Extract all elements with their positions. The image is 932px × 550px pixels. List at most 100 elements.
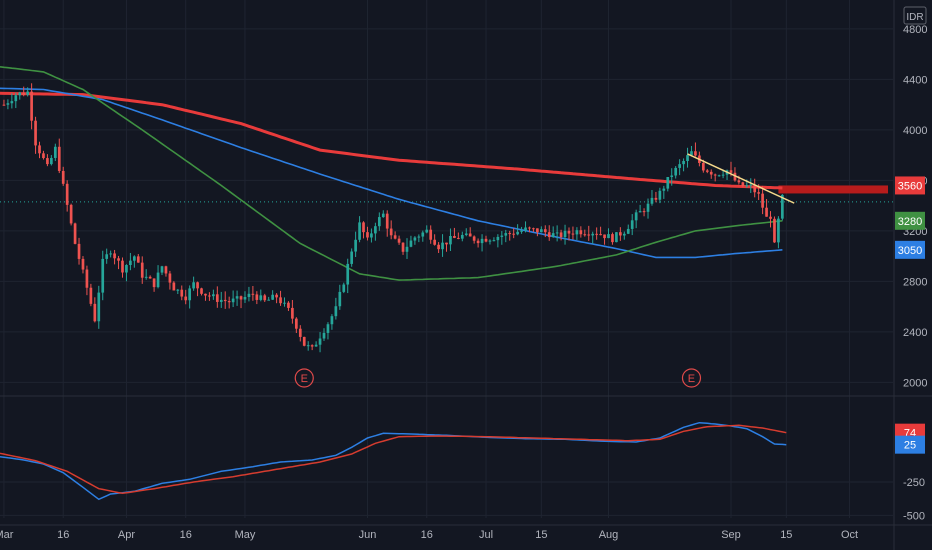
candle[interactable]	[674, 166, 678, 179]
candle[interactable]	[741, 181, 745, 188]
candle[interactable]	[358, 216, 361, 243]
candle[interactable]	[749, 178, 753, 193]
candle[interactable]	[405, 238, 409, 259]
candle[interactable]	[599, 226, 602, 236]
candle[interactable]	[46, 154, 49, 167]
candle[interactable]	[314, 341, 318, 347]
candle[interactable]	[73, 222, 77, 245]
candle[interactable]	[231, 290, 235, 308]
candle[interactable]	[180, 285, 184, 301]
candle[interactable]	[705, 168, 709, 174]
candle[interactable]	[678, 159, 681, 176]
candle[interactable]	[619, 227, 622, 241]
candle[interactable]	[528, 226, 531, 233]
candle[interactable]	[61, 166, 65, 186]
candle[interactable]	[156, 265, 160, 289]
candle[interactable]	[291, 300, 294, 324]
candle[interactable]	[777, 216, 780, 249]
candle[interactable]	[551, 226, 555, 238]
candle[interactable]	[413, 236, 417, 245]
candle[interactable]	[603, 234, 606, 245]
candle[interactable]	[536, 228, 539, 237]
candle[interactable]	[370, 228, 373, 243]
candle[interactable]	[26, 87, 30, 97]
candle[interactable]	[595, 227, 598, 240]
candle[interactable]	[125, 264, 128, 282]
candle[interactable]	[30, 83, 33, 130]
candle[interactable]	[38, 141, 41, 159]
candle[interactable]	[769, 211, 772, 228]
candle[interactable]	[611, 232, 614, 245]
candle[interactable]	[468, 227, 472, 237]
candle[interactable]	[89, 283, 93, 307]
candle[interactable]	[93, 297, 97, 323]
candle[interactable]	[235, 290, 239, 306]
candle[interactable]	[642, 208, 646, 217]
candle[interactable]	[449, 228, 452, 251]
candle[interactable]	[208, 292, 211, 301]
candle[interactable]	[524, 221, 527, 233]
candle[interactable]	[287, 301, 290, 311]
candle[interactable]	[204, 293, 207, 301]
candle[interactable]	[227, 296, 231, 309]
candle[interactable]	[460, 231, 464, 242]
candle[interactable]	[425, 225, 429, 234]
candle[interactable]	[172, 281, 176, 291]
oscillator-pane[interactable]	[0, 421, 787, 501]
candle[interactable]	[160, 265, 164, 276]
candle[interactable]	[219, 291, 223, 308]
candle[interactable]	[306, 341, 310, 351]
candle[interactable]	[567, 227, 571, 241]
candle[interactable]	[109, 250, 112, 258]
candle[interactable]	[275, 293, 278, 304]
candle[interactable]	[188, 285, 192, 309]
candle[interactable]	[184, 289, 188, 305]
candle[interactable]	[441, 234, 444, 257]
candle[interactable]	[579, 226, 583, 238]
earnings-marker[interactable]: E	[294, 368, 314, 388]
candle[interactable]	[65, 180, 69, 212]
candle[interactable]	[638, 204, 642, 213]
candle[interactable]	[516, 224, 519, 236]
candle[interactable]	[215, 286, 219, 308]
candle[interactable]	[338, 284, 342, 310]
candle[interactable]	[500, 231, 504, 245]
candle[interactable]	[682, 158, 685, 172]
earnings-marker[interactable]: E	[681, 368, 702, 388]
candle[interactable]	[310, 344, 314, 351]
candle[interactable]	[492, 237, 496, 242]
candle[interactable]	[453, 227, 456, 239]
candle[interactable]	[457, 232, 460, 240]
candle[interactable]	[607, 228, 610, 239]
candle[interactable]	[223, 291, 227, 309]
candle[interactable]	[626, 224, 630, 235]
candle[interactable]	[77, 237, 81, 265]
candle[interactable]	[393, 231, 397, 240]
candle[interactable]	[117, 255, 120, 270]
candle[interactable]	[322, 328, 326, 341]
candle[interactable]	[437, 242, 440, 253]
candle[interactable]	[512, 228, 516, 239]
candle[interactable]	[295, 317, 298, 334]
candle[interactable]	[686, 147, 689, 168]
candle[interactable]	[622, 231, 626, 240]
candle[interactable]	[212, 289, 215, 300]
candle[interactable]	[717, 174, 721, 177]
candle[interactable]	[559, 229, 563, 241]
candle[interactable]	[658, 187, 662, 204]
candle[interactable]	[168, 270, 172, 290]
candle[interactable]	[176, 288, 180, 295]
candle[interactable]	[302, 336, 306, 347]
candle[interactable]	[196, 281, 199, 297]
candle[interactable]	[279, 290, 282, 306]
candle[interactable]	[18, 91, 22, 100]
candle[interactable]	[263, 293, 267, 303]
candle[interactable]	[488, 239, 492, 245]
candle[interactable]	[591, 231, 595, 244]
candle[interactable]	[148, 275, 152, 279]
candle[interactable]	[563, 224, 567, 245]
candle[interactable]	[690, 145, 693, 156]
candle[interactable]	[164, 265, 168, 277]
candle[interactable]	[97, 285, 101, 329]
candle[interactable]	[401, 242, 405, 255]
